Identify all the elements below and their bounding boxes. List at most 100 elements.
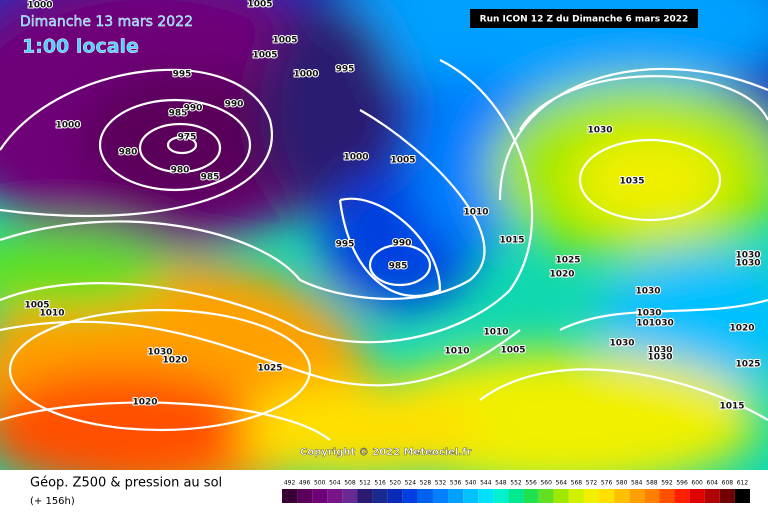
isobar-label: 1000	[27, 1, 52, 11]
isobar-label: 1010	[463, 208, 488, 218]
isobar-label: 1035	[619, 177, 644, 187]
isobar-label: 1010	[483, 328, 508, 338]
isobar-label: 1025	[735, 360, 760, 370]
scale-tick: 612	[737, 480, 749, 487]
isobar-label: 995	[336, 65, 355, 75]
isobar-label: 980	[119, 148, 138, 158]
scale-swatch	[417, 489, 433, 503]
isobars	[0, 59, 768, 441]
scale-swatch	[357, 489, 373, 503]
scale-swatch	[614, 489, 630, 503]
run-box	[470, 9, 698, 28]
scale-tick: 596	[676, 480, 688, 487]
isobar-label: 1020	[549, 270, 574, 280]
footer-lead: (+ 156h)	[30, 496, 75, 507]
scale-swatch	[282, 489, 298, 503]
scale-swatch	[523, 489, 539, 503]
isobar-label: 1020	[729, 324, 754, 334]
date: Dimanche 13 mars 2022	[20, 14, 193, 30]
isobar-label: 1010	[39, 309, 64, 319]
isobar-label: 1030	[735, 251, 760, 261]
scale-swatch	[312, 489, 328, 503]
time: 1:00 locale	[22, 36, 139, 58]
scale-swatch	[644, 489, 660, 503]
isobar-label: 1015	[719, 402, 744, 412]
isobar-label: 1030	[635, 287, 660, 297]
scale-swatch	[553, 489, 569, 503]
scale-tick: 500	[314, 480, 326, 487]
scale-tick: 576	[601, 480, 613, 487]
scale-swatch	[629, 489, 645, 503]
isobar-label: 1000	[55, 121, 80, 131]
isobar-label: 1000	[293, 70, 318, 80]
isobar-label: 985	[389, 262, 408, 272]
scale-tick: 564	[556, 480, 568, 487]
scale-swatch	[402, 489, 418, 503]
isobar-label: 1005	[247, 0, 272, 10]
copyright: Copyright © 2022 Meteociel.fr	[300, 447, 471, 458]
scale-tick: 496	[299, 480, 311, 487]
isobar-label: 1020	[162, 356, 187, 366]
scale-swatch	[704, 489, 720, 503]
scale-tick: 532	[435, 480, 447, 487]
isobar-label: 1030	[647, 346, 672, 356]
scale-tick: 540	[465, 480, 477, 487]
isobar-label: 1020	[132, 398, 157, 408]
scale-tick: 560	[540, 480, 552, 487]
scale-swatch	[538, 489, 554, 503]
isobar-label: 1005	[252, 51, 277, 61]
scale-tick: 556	[525, 480, 537, 487]
isobar-label: 1030	[147, 348, 172, 358]
scale-swatch	[478, 489, 494, 503]
isobar-label: 995	[336, 240, 355, 250]
isobar-label: 1005	[24, 301, 49, 311]
isobar-label: 1025	[257, 364, 282, 374]
scale-tick: 512	[359, 480, 371, 487]
scale-tick: 572	[586, 480, 598, 487]
scale-swatch	[463, 489, 479, 503]
scale-swatch	[599, 489, 615, 503]
scale-swatch	[719, 489, 735, 503]
scale-tick: 592	[661, 480, 673, 487]
scale-tick: 568	[571, 480, 583, 487]
scale-swatch	[448, 489, 464, 503]
footer-title: Géop. Z500 & pression au sol	[30, 476, 222, 491]
scale-tick: 528	[420, 480, 432, 487]
scale-tick: 544	[480, 480, 492, 487]
isobar-label: 1030	[647, 353, 672, 363]
isobar-label: 985	[201, 173, 220, 183]
isobar-label: 1030	[587, 126, 612, 136]
isobar-labels: 1000 1005 1005 1005 995 1000 995 990 985 990 1000 9…	[23, 0, 761, 413]
scale-tick: 588	[646, 480, 658, 487]
isobar-label: 1005	[390, 156, 415, 166]
scale-tick: 516	[374, 480, 386, 487]
scale-swatch	[734, 489, 750, 503]
isobar-label: 1010	[444, 347, 469, 357]
isobar-label: 975	[178, 133, 197, 143]
scale-swatch	[327, 489, 343, 503]
isobar-label: 1030	[609, 339, 634, 349]
isobar-label: 995	[173, 70, 192, 80]
scale-tick: 600	[691, 480, 703, 487]
isobar-label: 990	[184, 104, 203, 114]
color-scale: 492 496 500 504 508 512 516 520 524 528 532 536 540 5…	[282, 480, 750, 503]
isobar-label: 1005	[500, 346, 525, 356]
scale-swatch	[342, 489, 358, 503]
field: 1000 1005 1005 1005 995 1000 995 990 985 990 1000 9…	[0, 0, 768, 470]
scale-swatch	[689, 489, 705, 503]
isobar-label: 990	[225, 100, 244, 110]
scale-tick: 584	[631, 480, 643, 487]
run-info: Run ICON 12 Z du Dimanche 6 mars 2022	[480, 15, 689, 25]
isobar-label: 101030	[636, 319, 674, 329]
scale-swatch	[372, 489, 388, 503]
scale-swatch	[583, 489, 600, 503]
isobar-label: 1015	[499, 236, 524, 246]
scale-tick: 580	[616, 480, 628, 487]
isobar-label: 1030	[735, 259, 760, 269]
scale-tick: 524	[405, 480, 417, 487]
scale-tick: 604	[707, 480, 719, 487]
scale-swatch	[568, 489, 584, 503]
scale-swatch	[297, 489, 313, 503]
scale-tick: 504	[329, 480, 341, 487]
